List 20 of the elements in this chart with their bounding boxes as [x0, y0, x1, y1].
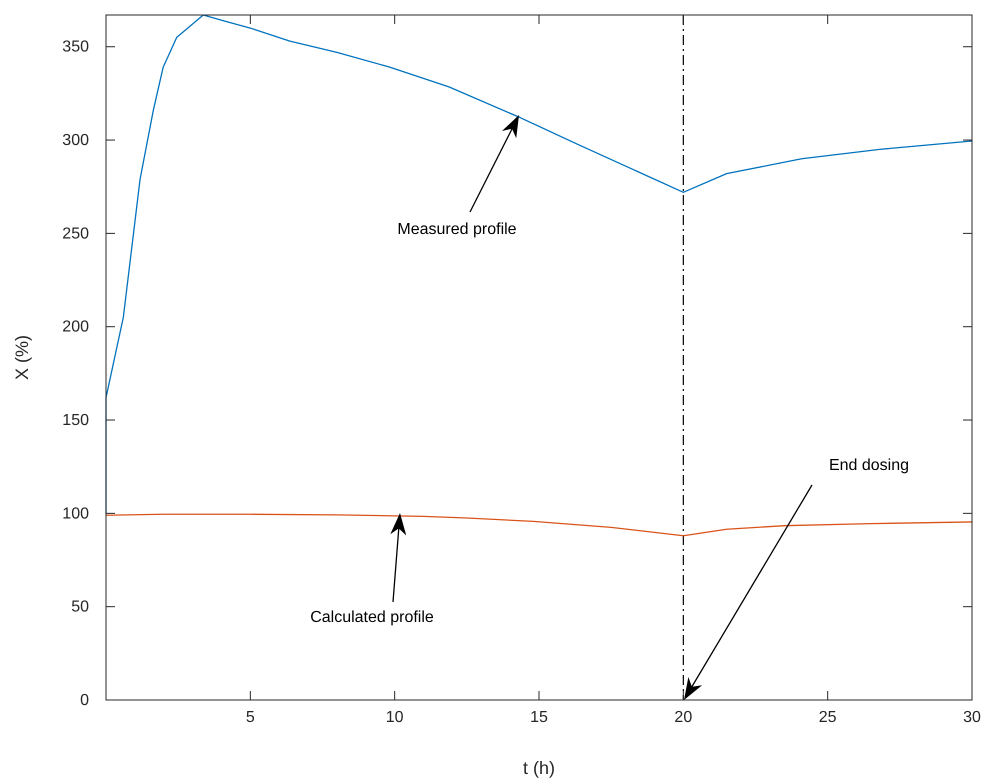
y-tick-label: 350	[62, 38, 90, 56]
y-tick-label: 300	[62, 132, 90, 150]
x-tick-label: 30	[963, 709, 981, 726]
y-tick-label: 250	[62, 225, 90, 242]
y-tick-label: 200	[62, 318, 90, 336]
y-tick-label: 50	[71, 598, 90, 616]
y-tick-label: 0	[80, 692, 90, 709]
x-tick-label: 25	[818, 709, 837, 726]
x-tick-label: 5	[246, 709, 255, 726]
x-tick-label: 10	[386, 709, 404, 726]
x-tick-label: 15	[530, 709, 548, 726]
x-axis-title: t (h)	[522, 758, 556, 778]
y-tick-label: 100	[62, 505, 90, 522]
x-tick-label: 20	[674, 709, 692, 726]
annotation: End dosing	[828, 457, 910, 474]
y-axis-title: X (%)	[12, 335, 32, 380]
y-tick-label: 150	[62, 412, 90, 430]
annotation: Calculated profile	[310, 609, 434, 626]
line-series	[105, 514, 973, 536]
annotation: Measured profile	[397, 221, 517, 238]
